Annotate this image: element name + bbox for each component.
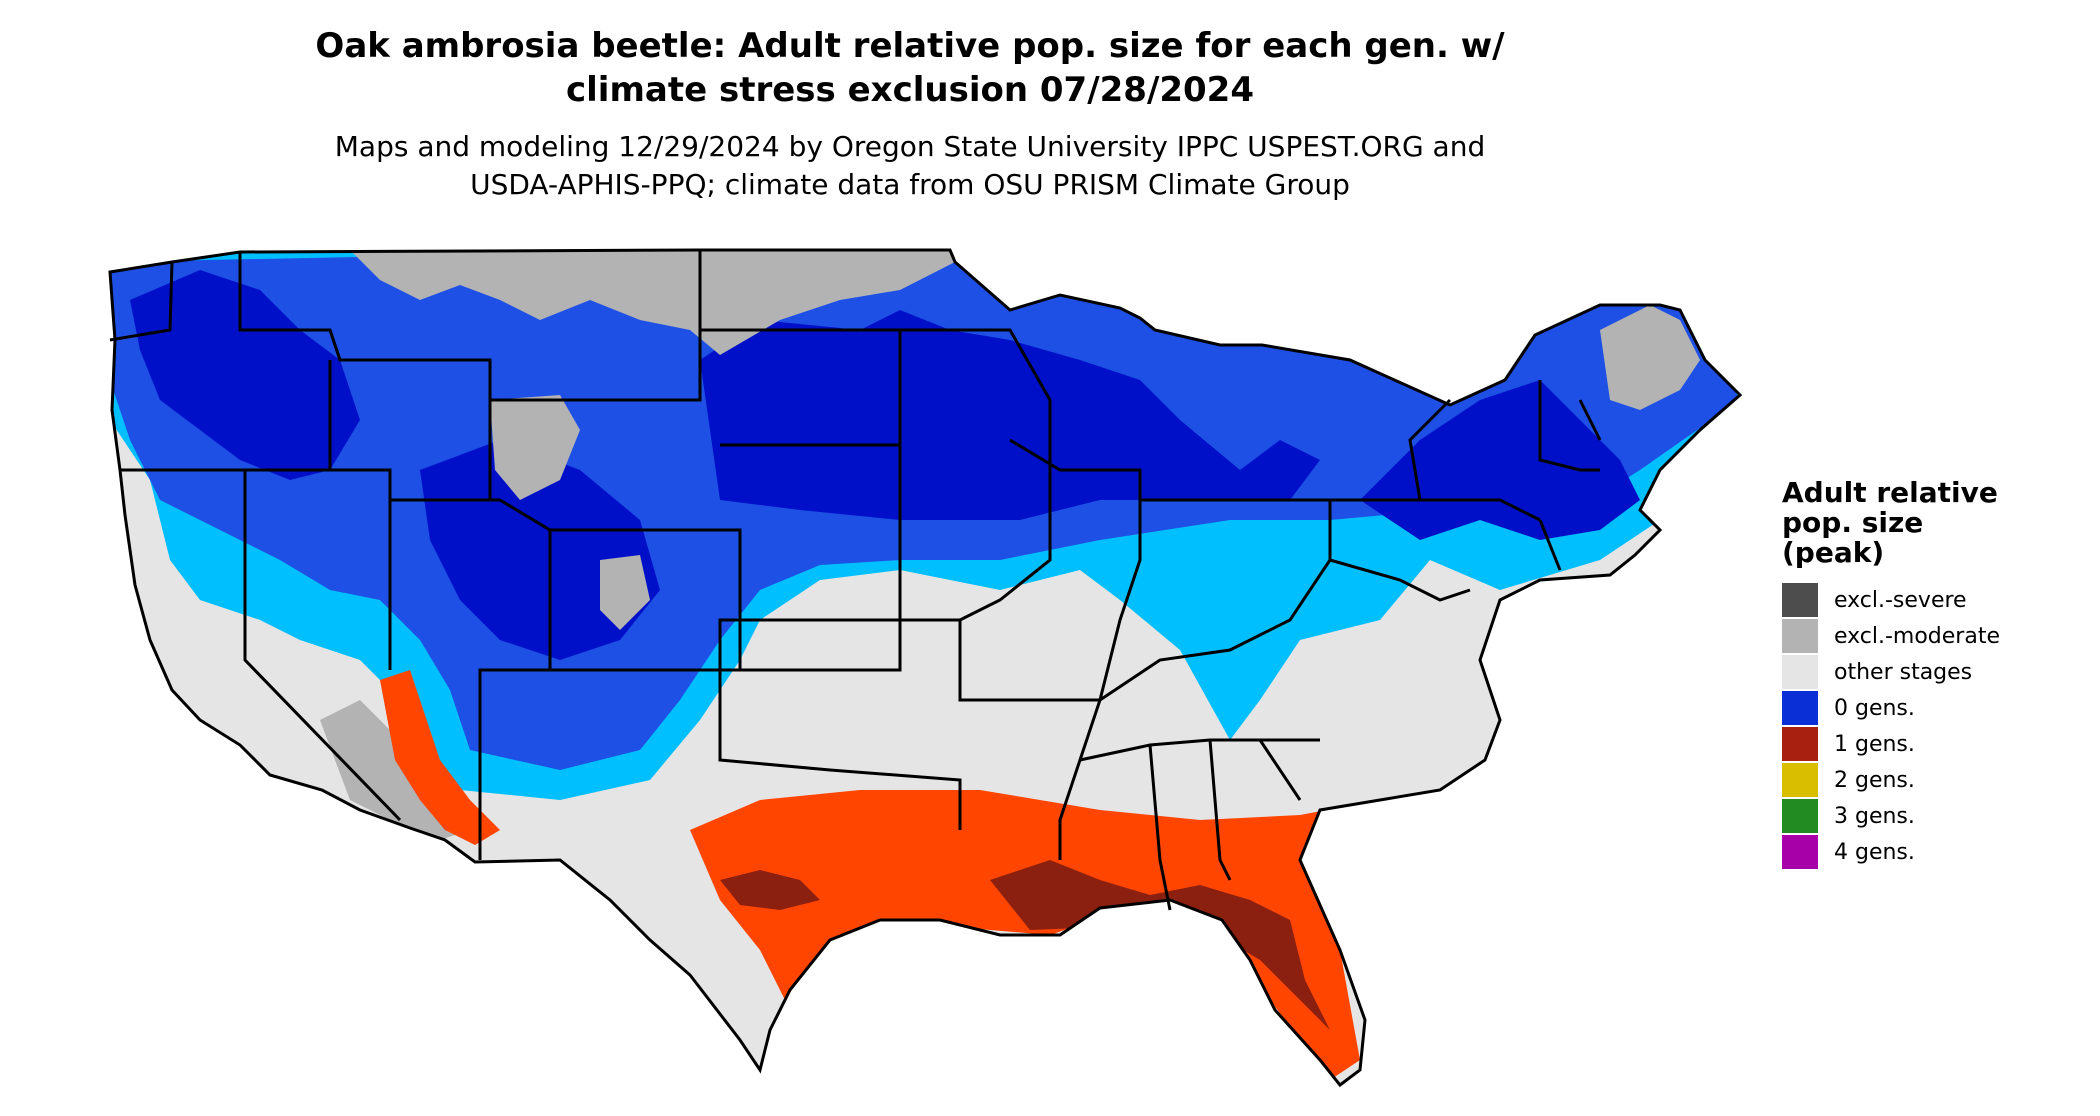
state-boundaries (109, 250, 1602, 911)
zone-excl-moderate-wyoming (490, 395, 580, 500)
state-line-central (718, 328, 1100, 830)
legend-label: 4 gens. (1834, 839, 1915, 865)
state-line-east (1329, 380, 1602, 602)
legend-label: 1 gens. (1834, 731, 1915, 757)
legend-label: 3 gens. (1834, 803, 1915, 829)
legend-label: excl.-severe (1834, 587, 1967, 613)
legend-swatch (1782, 583, 1818, 617)
zone-1gen-southwest (380, 670, 500, 845)
legend-item: 2 gens. (1782, 762, 2000, 798)
legend-item: excl.-severe (1782, 582, 2000, 618)
zone-0gen-northwest (130, 270, 360, 480)
subtitle-line-1: Maps and modeling 12/29/2024 by Oregon S… (334, 130, 1486, 163)
legend-label: 2 gens. (1834, 767, 1915, 793)
legend-item: 3 gens. (1782, 798, 2000, 834)
zone-excl-moderate-maine (1600, 305, 1700, 410)
zone-1gen-darkred (990, 860, 1330, 1030)
legend-label: other stages (1834, 659, 1973, 685)
map-title: Oak ambrosia beetle: Adult relative pop.… (180, 24, 1640, 112)
map-legend: Adult relative pop. size (peak) excl.-se… (1782, 478, 2000, 870)
legend-item: other stages (1782, 654, 2000, 690)
zone-0gen-north-deep (700, 310, 1320, 520)
state-line-mountain (488, 250, 902, 672)
legend-swatch (1782, 619, 1818, 653)
us-map (108, 248, 1742, 1087)
legend-label: 0 gens. (1834, 695, 1915, 721)
legend-items: excl.-severe excl.-moderate other stages 0 … (1782, 582, 2000, 870)
legend-swatch (1782, 655, 1818, 689)
legend-swatch (1782, 727, 1818, 761)
legend-item: 0 gens. (1782, 690, 2000, 726)
legend-swatch (1782, 799, 1818, 833)
zone-excl-moderate-north (350, 250, 955, 355)
legend-item: excl.-moderate (1782, 618, 2000, 654)
title-line-2: climate stress exclusion 07/28/2024 (565, 70, 1254, 110)
legend-swatch (1782, 763, 1818, 797)
legend-item: 1 gens. (1782, 726, 2000, 762)
zone-excl-moderate-colorado (600, 555, 650, 630)
legend-swatch (1782, 835, 1818, 869)
legend-swatch (1782, 691, 1818, 725)
zone-1gen-orange (690, 790, 1380, 1080)
legend-title-line-3: (peak) (1782, 536, 1885, 569)
map-fill-layer (110, 250, 1740, 1085)
map-subtitle: Maps and modeling 12/29/2024 by Oregon S… (180, 128, 1640, 204)
state-line-northwest (109, 250, 702, 402)
legend-item: 4 gens. (1782, 834, 2000, 870)
legend-label: excl.-moderate (1834, 623, 2000, 649)
legend-title: Adult relative pop. size (peak) (1782, 478, 2000, 568)
zone-1gen-texas-darkred (720, 870, 820, 910)
state-line-south (1079, 738, 1320, 911)
title-line-1: Oak ambrosia beetle: Adult relative pop.… (315, 26, 1505, 66)
legend-title-line-2: pop. size (1782, 506, 1924, 539)
state-line-west (120, 360, 742, 860)
subtitle-line-2: USDA-APHIS-PPQ; climate data from OSU PR… (470, 168, 1350, 201)
legend-title-line-1: Adult relative (1782, 476, 1998, 509)
